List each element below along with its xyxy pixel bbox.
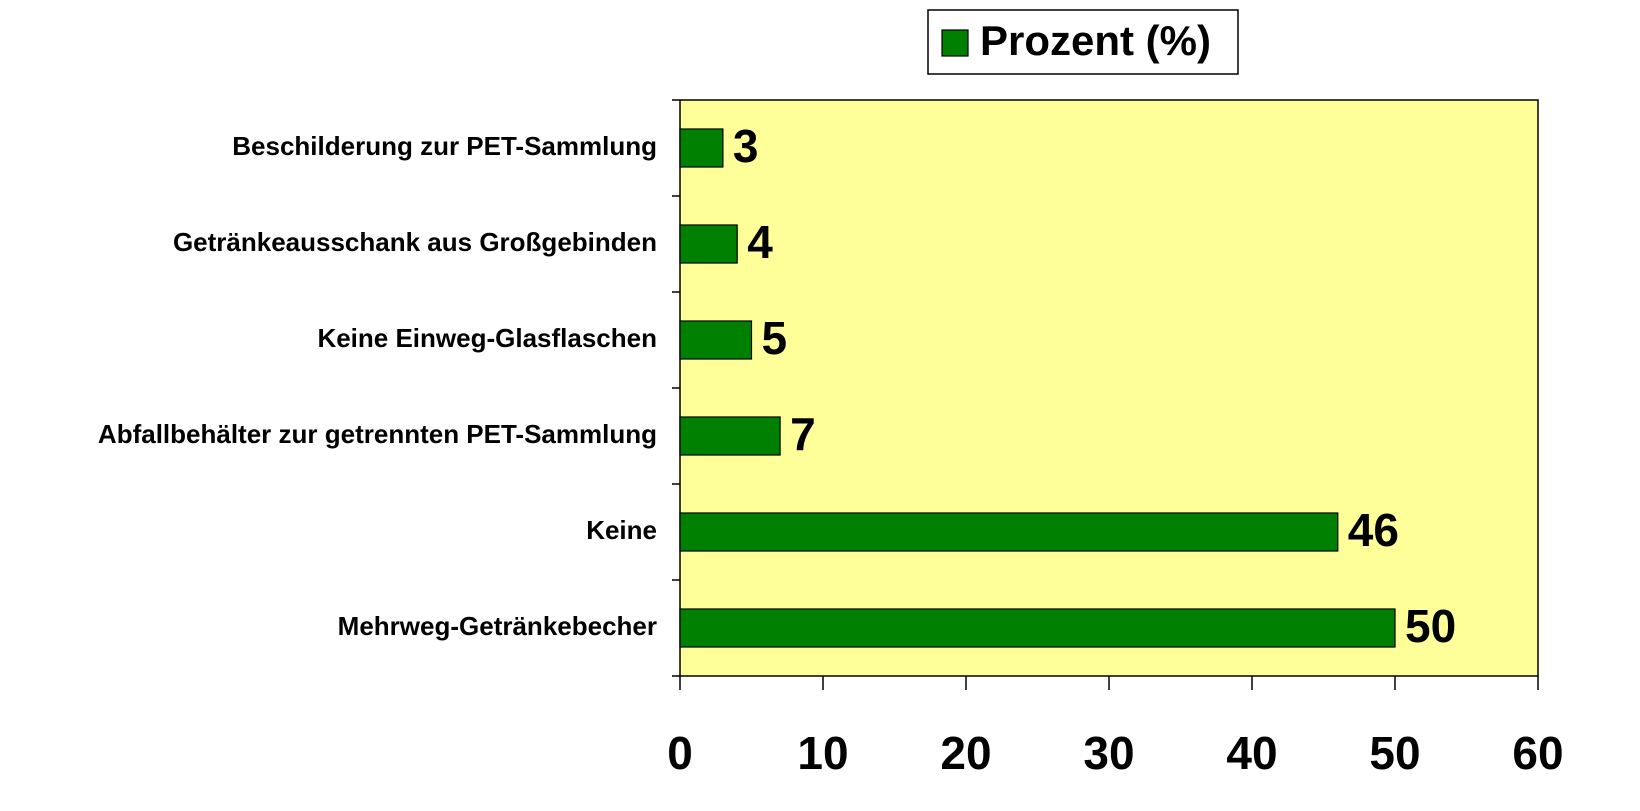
data-label: 50 <box>1405 600 1456 652</box>
data-label: 46 <box>1348 504 1399 556</box>
data-label: 3 <box>733 120 759 172</box>
plot-area <box>679 99 1539 677</box>
x-tick-label: 40 <box>1226 727 1277 779</box>
x-tick-label: 30 <box>1083 727 1134 779</box>
legend-swatch <box>941 29 969 57</box>
bar <box>679 320 753 360</box>
y-tick-label: Beschilderung zur PET-Sammlung <box>232 131 657 161</box>
legend-label: Prozent (%) <box>980 17 1211 64</box>
x-tick-label: 20 <box>940 727 991 779</box>
x-tick-label: 50 <box>1369 727 1420 779</box>
bar <box>679 128 724 168</box>
bar <box>679 512 1339 552</box>
y-tick-label: Abfallbehälter zur getrennten PET-Sammlu… <box>98 419 657 449</box>
y-tick-label: Keine <box>586 515 657 545</box>
x-tick-label: 0 <box>667 727 693 779</box>
bar <box>679 224 738 264</box>
data-label: 5 <box>762 312 788 364</box>
bar <box>679 608 1396 648</box>
bar <box>679 416 781 456</box>
y-tick-label: Keine Einweg-Glasflaschen <box>317 323 657 353</box>
y-tick-label: Getränkeausschank aus Großgebinden <box>173 227 657 257</box>
x-tick-label: 10 <box>797 727 848 779</box>
data-label: 7 <box>790 408 816 460</box>
data-label: 4 <box>747 216 773 268</box>
x-tick-label: 60 <box>1512 727 1563 779</box>
y-tick-label: Mehrweg-Getränkebecher <box>338 611 657 641</box>
legend-box <box>927 9 1239 75</box>
